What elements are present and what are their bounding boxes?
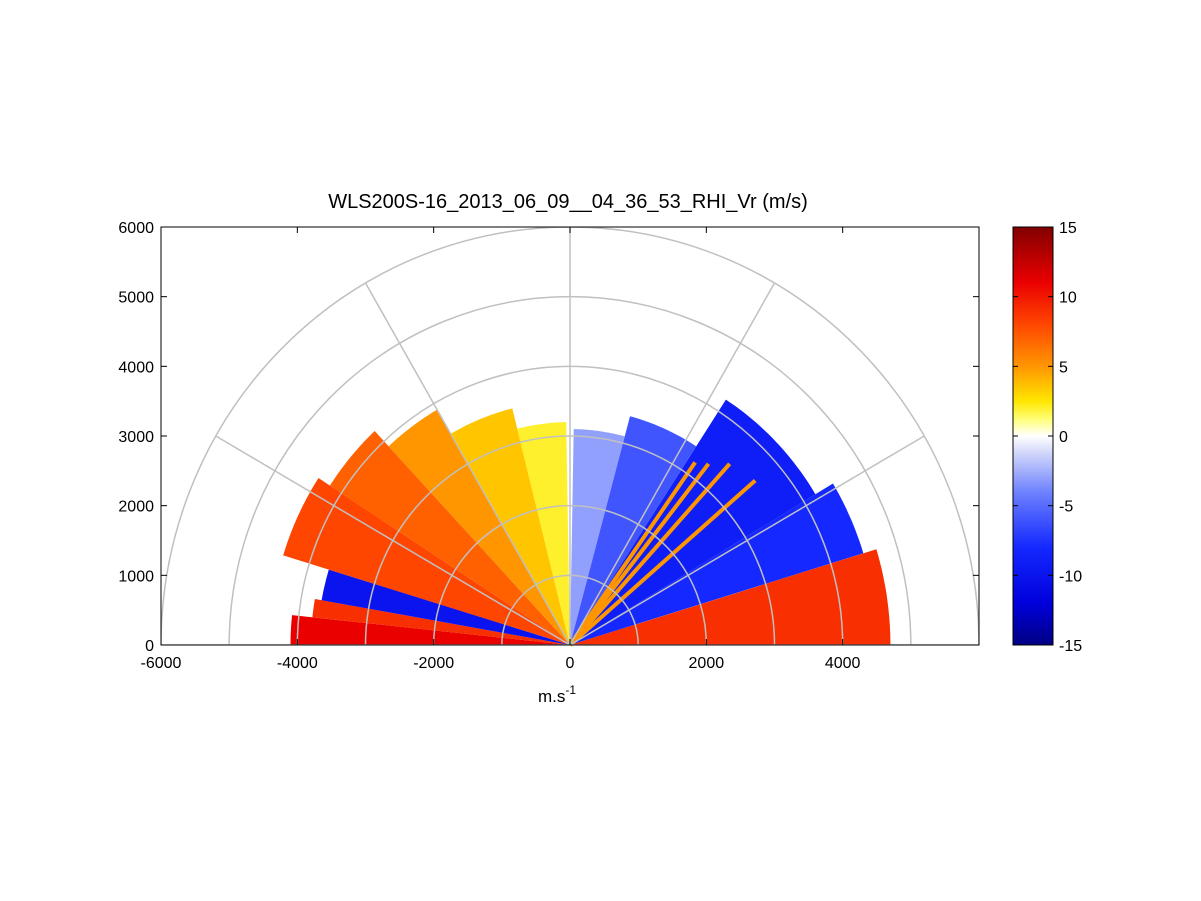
colorbar-tick-label: -15 — [1059, 638, 1082, 655]
x-tick-label: 0 — [566, 655, 575, 672]
y-tick-label: 5000 — [118, 290, 154, 307]
y-tick-label: 0 — [145, 638, 154, 655]
x-tick-label: 4000 — [825, 655, 861, 672]
sector-left-yellow-orange — [450, 408, 570, 645]
streak-3 — [568, 462, 732, 647]
plot-area: -6000 -4000 -2000 0 2000 4000 0 1000 2000 3000 400… — [118, 220, 980, 672]
sector-left-yellow — [517, 422, 570, 645]
y-tick-label: 4000 — [118, 359, 154, 376]
x-tick-label: 2000 — [689, 655, 725, 672]
sector-right-blue — [570, 399, 816, 645]
axis-ticks: -6000 -4000 -2000 0 2000 4000 0 1000 2000 3000 400… — [118, 220, 979, 672]
x-axis-label-superscript: -1 — [565, 683, 576, 697]
y-tick-label: 2000 — [118, 499, 154, 516]
colorbar-tick-label: -5 — [1059, 499, 1073, 516]
x-tick-label: -6000 — [141, 655, 182, 672]
sector-right-pale-blue — [570, 429, 625, 645]
polar-grid-lines — [161, 227, 979, 645]
radial-line-60 — [569, 282, 776, 645]
x-tick-label: -4000 — [277, 655, 318, 672]
colorbar: 15 10 5 0 -5 -10 -15 — [1012, 220, 1082, 655]
chart-title: WLS200S-16_2013_06_09__04_36_53_RHI_Vr (… — [328, 191, 808, 213]
sector-left-orange — [388, 409, 570, 645]
y-tick-label: 3000 — [118, 429, 154, 446]
polar-grid — [161, 227, 979, 645]
colorbar-tick-label: 10 — [1059, 290, 1077, 307]
colorbar-tick-label: 0 — [1059, 429, 1068, 446]
y-tick-label: 6000 — [118, 220, 154, 237]
sector-left-red-upper — [329, 431, 570, 645]
sector-left-blue-band — [321, 569, 570, 645]
colorbar-gradient — [1012, 226, 1054, 646]
sector-right-blue-low — [570, 483, 864, 645]
y-tick-label: 1000 — [118, 568, 154, 585]
sector-left-low-red — [290, 615, 570, 645]
x-axis-label: m.s-1 — [538, 683, 576, 706]
x-tick-label: -2000 — [413, 655, 454, 672]
streak-2 — [568, 462, 711, 647]
sector-right-red-low — [570, 549, 891, 645]
x-axis-label-text: m.s — [538, 687, 565, 706]
radial-line-150 — [215, 435, 571, 645]
range-ring-6000 — [161, 227, 979, 645]
colorbar-tick-label: 15 — [1059, 220, 1077, 237]
colorbar-tick-label: 5 — [1059, 359, 1068, 376]
radial-line-30 — [569, 435, 925, 645]
radial-line-120 — [364, 282, 571, 645]
sector-left-low-red2 — [312, 599, 570, 645]
colorbar-ticks: 15 10 5 0 -5 -10 -15 — [1013, 220, 1082, 655]
colorbar-tick-label: -10 — [1059, 568, 1082, 585]
